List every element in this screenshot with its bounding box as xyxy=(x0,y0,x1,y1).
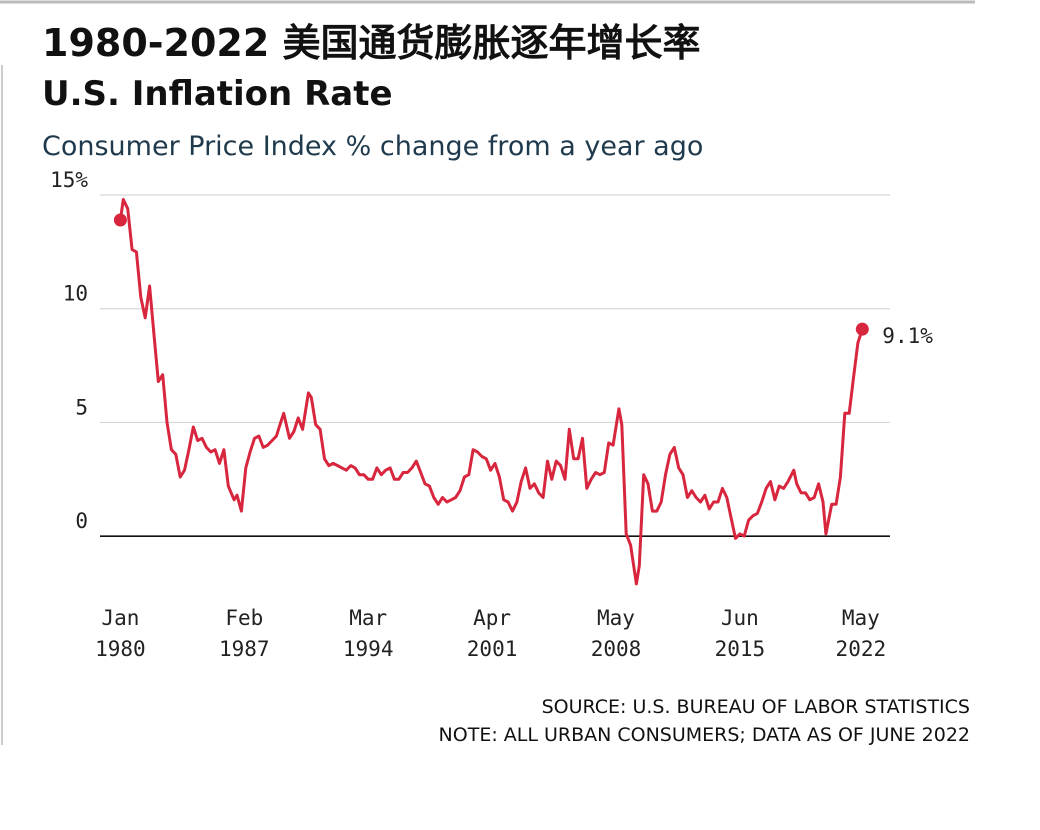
end-point xyxy=(855,322,869,336)
y-tick-label: 0 xyxy=(75,509,88,533)
x-tick-label: May 2008 xyxy=(591,606,642,661)
y-axis-label: Consumer Price Index % change from a yea… xyxy=(42,131,703,162)
chart-title: 1980-2022 美国通货膨胀逐年增长率 xyxy=(42,21,701,65)
y-tick-label: 10 xyxy=(63,282,88,306)
source: SOURCE: U.S. BUREAU OF LABOR STATISTICS xyxy=(542,696,970,718)
x-tick-label: Feb 1987 xyxy=(219,606,270,661)
x-tick-label: Mar 1994 xyxy=(343,606,394,661)
x-tick-label: Jan 1980 xyxy=(95,606,146,661)
x-tick-label: May 2022 xyxy=(836,606,887,661)
chart-subtitle: U.S. Inflation Rate xyxy=(42,74,393,114)
note: NOTE: ALL URBAN CONSUMERS; DATA AS OF JU… xyxy=(439,724,970,746)
y-tick-label: 15% xyxy=(50,168,88,192)
x-tick-label: Jun 2015 xyxy=(715,606,766,661)
end-point xyxy=(113,213,127,227)
y-tick-label: 5 xyxy=(75,395,88,419)
annotation: 9.1% xyxy=(882,324,933,348)
x-tick-label: Apr 2001 xyxy=(467,606,518,661)
series-line xyxy=(118,198,864,586)
